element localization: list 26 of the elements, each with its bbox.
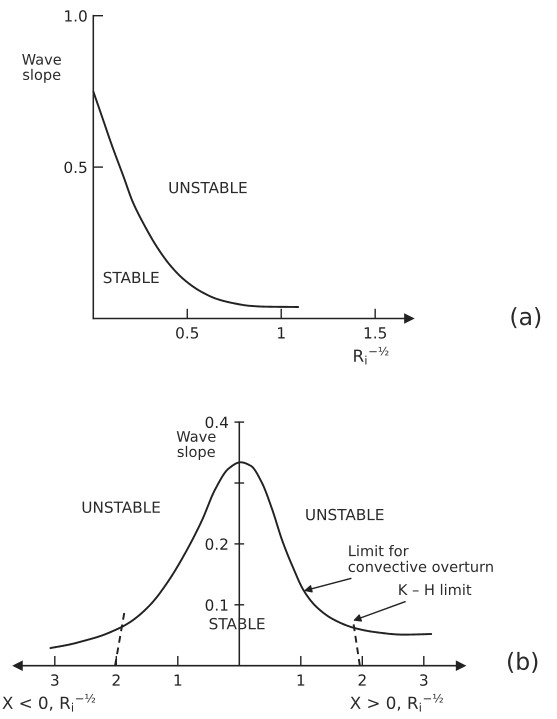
annotation: UNSTABLE [169, 182, 247, 194]
annotation: UNSTABLE [306, 508, 384, 520]
x-tick-label: 2 [112, 674, 120, 686]
annotation: K – H limit [399, 584, 472, 595]
y-tick-label: 0.2 [206, 538, 228, 550]
x-tick-label: 2 [358, 674, 366, 686]
y-tick-label: 0.4 [206, 416, 228, 428]
annotation: STABLE [104, 272, 159, 284]
annotation: UNSTABLE [82, 501, 160, 514]
y-axis-title: Wave slope [176, 431, 216, 460]
x-tick-label: 1 [278, 327, 285, 338]
text: (a) [511, 307, 540, 328]
x-axis-title: X > 0, R$_{i}$$^{−½}$ [350, 694, 443, 712]
text: X < 0, R$_{i}$$^{−½}$ [2, 694, 96, 712]
x-tick-label: 3 [51, 674, 58, 686]
x-tick-label: 1 [174, 674, 182, 686]
y-axis-title: Wave slope [22, 54, 61, 83]
y-tick-label: 1.0 [65, 10, 87, 22]
text: (b) [508, 652, 538, 673]
y-tick-label: 0.1 [206, 599, 228, 611]
x-tick-label: 0.5 [176, 327, 198, 339]
x-axis-title: R$_{i}$$^{−½}$ [354, 346, 388, 364]
annotation: Limit for convective overturn [348, 545, 493, 572]
x-tick-label: 3 [420, 674, 428, 686]
x-tick-label: 1.5 [364, 327, 386, 339]
x-tick-label: 1 [298, 674, 304, 686]
